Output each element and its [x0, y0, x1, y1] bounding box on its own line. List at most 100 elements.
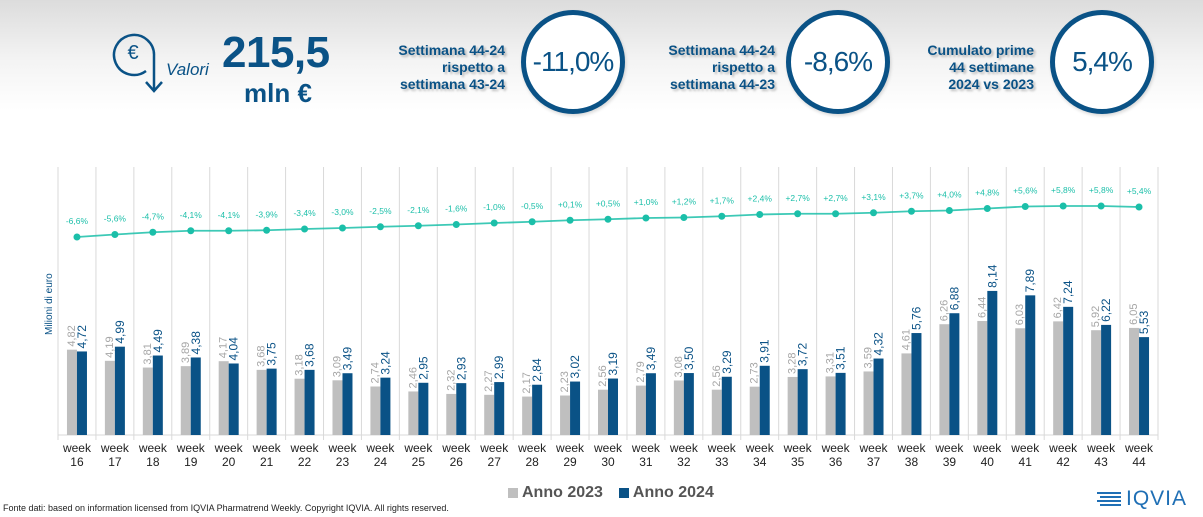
growth-point — [528, 218, 536, 226]
growth-point — [338, 224, 346, 232]
data-label-2024: 3,24 — [378, 351, 392, 375]
x-tick-label: week — [327, 441, 357, 455]
bar-2024 — [1101, 324, 1112, 435]
growth-label: -1,0% — [483, 202, 506, 212]
bar-2023 — [66, 349, 77, 435]
growth-point — [1097, 202, 1105, 210]
growth-point — [907, 207, 915, 215]
bar-2023 — [1091, 330, 1102, 435]
growth-label: +3,7% — [899, 190, 924, 200]
bar-2024 — [494, 382, 505, 435]
data-label-2023: 3,89 — [180, 342, 192, 363]
data-label-2024: 4,38 — [189, 331, 203, 355]
x-tick-label-number: 39 — [943, 455, 957, 469]
kpi-circle-week-vs-prev-week: -11,0% — [521, 10, 625, 114]
x-tick-label-number: 18 — [146, 455, 160, 469]
bar-2024 — [380, 377, 391, 435]
bar-2024 — [873, 358, 884, 435]
source-note: Fonte dati: based on information license… — [3, 503, 449, 513]
iqvia-logo: IQVIA — [1097, 487, 1187, 511]
bar-2023 — [749, 386, 760, 435]
growth-label: +1,2% — [672, 197, 697, 207]
growth-point — [1021, 203, 1029, 210]
x-tick-label: week — [745, 441, 775, 455]
growth-point — [832, 210, 840, 218]
data-label-2023: 6,03 — [1014, 304, 1026, 325]
growth-point — [225, 227, 233, 235]
bar-2023 — [1015, 328, 1026, 435]
kpi-label-line: 2024 vs 2023 — [948, 76, 1034, 92]
kpi-circle-cumulative: 5,4% — [1050, 10, 1154, 114]
kpi-value: -11,0% — [532, 46, 615, 77]
x-tick-label: week — [479, 441, 509, 455]
bar-2024 — [1139, 337, 1150, 435]
data-label-2023: 6,05 — [1128, 303, 1140, 324]
bar-2024 — [456, 383, 467, 435]
kpi-label-line: rispetto a — [441, 59, 505, 75]
bar-2024 — [608, 378, 618, 435]
kpi-circle-week-vs-last-year: -8,6% — [786, 10, 890, 114]
growth-label: +4,8% — [975, 188, 1000, 198]
x-tick-label: week — [1048, 441, 1078, 455]
data-label-2023: 3,68 — [256, 345, 268, 366]
bar-2024 — [418, 382, 429, 435]
bar-2023 — [711, 389, 722, 435]
data-label-2024: 7,89 — [1023, 269, 1037, 293]
kpi-label-cumulative: Cumulato prime 44 settimane 2024 vs 2023 — [894, 42, 1034, 93]
growth-point — [680, 214, 688, 221]
data-label-2023: 2,46 — [407, 367, 419, 388]
growth-label: +2,4% — [748, 194, 773, 204]
data-label-2023: 2,56 — [597, 365, 609, 386]
kpi-value: -8,6% — [803, 46, 873, 77]
bar-2024 — [1063, 306, 1074, 435]
growth-label: +5,8% — [1089, 185, 1114, 195]
x-tick-label: week — [365, 441, 395, 455]
bar-2023 — [180, 366, 191, 435]
kpi-label-line: Settimana 44-24 — [668, 42, 775, 58]
kpi-label-week-vs-last-year: Settimana 44-24 rispetto a settimana 44-… — [635, 42, 775, 93]
data-label-2023: 2,17 — [521, 372, 533, 393]
bar-2024 — [987, 290, 998, 435]
x-tick-label: week — [821, 441, 851, 455]
bar-2023 — [939, 324, 950, 435]
kpi-label-line: Cumulato prime — [927, 42, 1034, 58]
kpi-value: 5,4% — [1072, 46, 1133, 77]
bar-2023 — [256, 369, 267, 435]
x-tick-label: week — [100, 441, 130, 455]
growth-label: -2,1% — [407, 205, 430, 215]
x-tick-label: week — [138, 441, 168, 455]
bar-2023 — [142, 367, 153, 435]
data-label-2023: 6,26 — [938, 300, 950, 321]
growth-label: -4,1% — [218, 210, 241, 220]
growth-point — [870, 209, 878, 217]
x-tick-label: week — [631, 441, 661, 455]
data-label-2023: 2,79 — [635, 361, 647, 382]
data-label-2023: 2,23 — [559, 371, 571, 392]
x-tick-label: week — [783, 441, 813, 455]
growth-label: -2,5% — [369, 206, 392, 216]
growth-label: +2,7% — [785, 193, 810, 203]
bar-2023 — [901, 353, 912, 435]
bar-2023 — [218, 361, 229, 435]
x-tick-label-number: 35 — [791, 455, 805, 469]
weekly-sales-chart: 4,824,72 -6,6% 4,194,99 -5,6% 3,814,49 -4,7% 3… — [44, 167, 1159, 469]
x-tick-label-number: 37 — [867, 455, 881, 469]
data-label-2024: 8,14 — [985, 264, 999, 288]
data-label-2024: 2,84 — [530, 358, 544, 382]
growth-point — [756, 211, 764, 218]
svg-text:€: € — [127, 42, 138, 64]
data-label-2024: 3,49 — [644, 347, 658, 371]
x-tick-label: week — [593, 441, 623, 455]
bar-2023 — [370, 386, 381, 435]
growth-point — [983, 205, 991, 212]
growth-point — [73, 233, 81, 241]
data-label-2024: 3,02 — [568, 355, 582, 379]
x-tick-label-number: 23 — [336, 455, 350, 469]
data-label-2024: 3,50 — [682, 346, 696, 370]
growth-point — [945, 207, 953, 214]
data-label-2023: 3,09 — [331, 356, 343, 377]
bar-2023 — [825, 376, 836, 435]
bar-2024 — [683, 373, 694, 435]
x-tick-label-number: 26 — [450, 455, 464, 469]
kpi-label-line: settimana 44-23 — [669, 76, 775, 92]
